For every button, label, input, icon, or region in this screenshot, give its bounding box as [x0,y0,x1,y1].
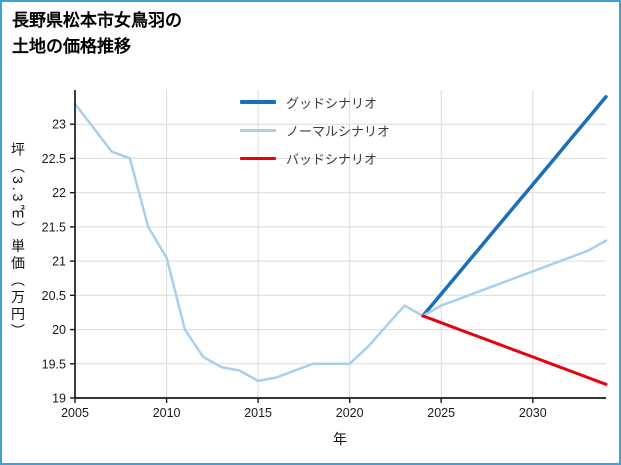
svg-text:21: 21 [52,255,66,269]
svg-text:2010: 2010 [153,406,181,420]
svg-text:2025: 2025 [427,406,455,420]
legend-line-bad-scenario [240,156,276,160]
svg-text:2030: 2030 [519,406,547,420]
chart-title-line1: 長野県松本市女鳥羽の [12,11,182,30]
svg-text:19.5: 19.5 [42,357,66,371]
legend-label-bad-scenario: バッドシナリオ [286,151,378,167]
svg-text:23: 23 [52,118,66,132]
chart-title-line2: 土地の価格推移 [12,36,131,56]
svg-text:19: 19 [52,392,66,406]
svg-text:22: 22 [52,186,66,200]
legend-line-normal-scenario [240,128,276,132]
svg-text:22.5: 22.5 [42,152,66,166]
svg-text:21.5: 21.5 [42,220,66,234]
legend-item-bad-scenario: バッドシナリオ [240,144,390,172]
chart-title: 長野県松本市女鳥羽の 土地の価格推移 [12,8,182,59]
legend-label-normal-scenario: ノーマルシナリオ [286,123,391,139]
svg-text:2005: 2005 [61,406,89,420]
legend-item-good-scenario: グッドシナリオ [240,88,390,116]
x-axis-title: 年 [333,431,347,447]
legend: グッドシナリオ ノーマルシナリオ バッドシナリオ [240,88,390,172]
legend-item-normal-scenario: ノーマルシナリオ [240,116,390,144]
legend-label-good-scenario: グッドシナリオ [286,95,378,111]
svg-text:20.5: 20.5 [42,289,66,303]
svg-text:2015: 2015 [244,406,272,420]
y-axis-title: 坪（3.3㎡）単価（万円） [10,142,26,341]
svg-text:2020: 2020 [336,406,364,420]
svg-text:20: 20 [52,323,66,337]
legend-line-good-scenario [240,100,276,104]
